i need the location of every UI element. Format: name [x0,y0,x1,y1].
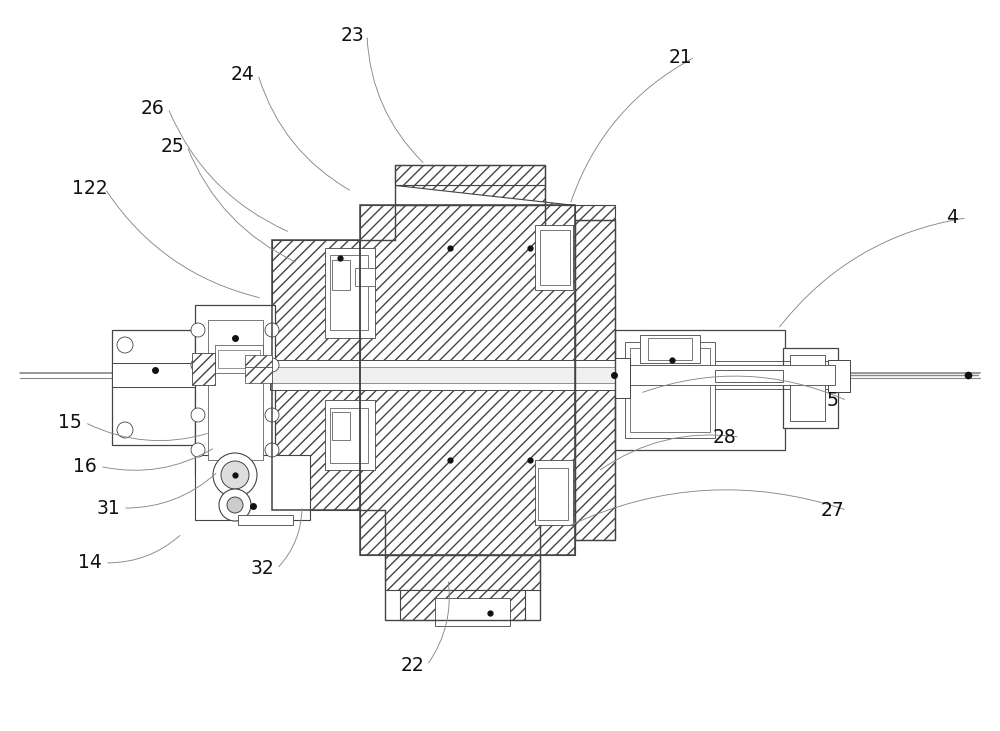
Bar [828,360,850,392]
Bar [112,330,195,445]
Text: 5: 5 [826,391,838,410]
Bar [208,320,263,460]
Bar [715,370,783,382]
Polygon shape [192,353,215,385]
Text: 26: 26 [141,99,165,118]
Text: 32: 32 [250,559,274,578]
Bar [615,358,630,398]
Bar [332,260,350,290]
Bar [648,338,692,360]
Bar [615,330,785,450]
Text: 15: 15 [58,413,82,432]
Circle shape [265,443,279,457]
Text: 28: 28 [713,428,737,447]
Bar [538,468,568,520]
Bar [630,348,710,432]
Text: 24: 24 [231,65,255,84]
Circle shape [221,461,249,489]
Polygon shape [395,185,615,220]
Bar [270,360,615,390]
Polygon shape [400,590,525,620]
Bar [332,412,350,440]
Bar [625,342,715,438]
Text: 31: 31 [96,499,120,518]
Circle shape [219,489,251,521]
Bar [112,363,195,387]
Bar [790,355,825,421]
Bar [540,230,570,285]
Bar [238,515,293,525]
Bar [195,305,275,475]
Text: 21: 21 [668,48,692,67]
Bar [535,460,573,525]
Text: 23: 23 [340,26,364,45]
Polygon shape [575,375,615,540]
Bar [325,400,375,470]
Polygon shape [360,375,575,555]
Polygon shape [360,205,575,375]
Circle shape [117,422,133,438]
Bar [355,268,375,286]
Circle shape [191,323,205,337]
Circle shape [117,337,133,353]
Text: 25: 25 [160,137,184,156]
Text: 4: 4 [946,208,958,227]
Circle shape [265,358,279,372]
Polygon shape [272,240,360,375]
Polygon shape [272,375,360,510]
Text: 22: 22 [400,656,424,675]
Bar [783,348,838,428]
Circle shape [227,497,243,513]
Circle shape [265,408,279,422]
Text: 27: 27 [820,501,844,520]
Bar [535,225,573,290]
Polygon shape [385,555,540,590]
Circle shape [213,453,257,497]
Polygon shape [575,220,615,375]
Polygon shape [245,367,272,383]
Bar [435,598,510,626]
Bar [195,455,310,520]
Text: 16: 16 [73,457,97,476]
Bar [325,248,375,338]
Polygon shape [395,165,545,185]
Circle shape [191,408,205,422]
Circle shape [265,323,279,337]
Text: 14: 14 [78,553,102,572]
Bar [330,408,368,463]
Bar [218,350,260,368]
Bar [270,367,615,383]
Bar [330,255,368,330]
Circle shape [191,443,205,457]
Circle shape [191,358,205,372]
Bar [215,345,263,373]
Bar [640,335,700,363]
Text: 122: 122 [72,179,108,198]
Polygon shape [245,355,272,367]
Bar [615,365,835,385]
